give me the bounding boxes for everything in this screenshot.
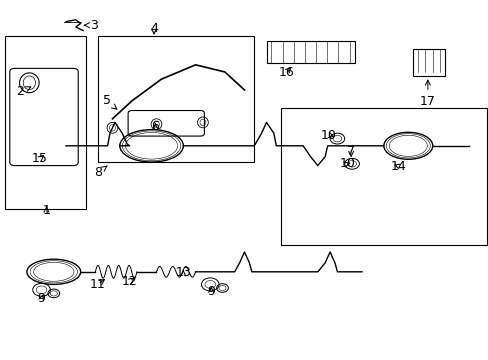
Bar — [281, 108, 486, 245]
Bar — [98, 36, 254, 162]
Text: 10: 10 — [320, 129, 336, 141]
Text: 9: 9 — [38, 292, 45, 305]
Text: 17: 17 — [419, 80, 435, 108]
Bar — [5, 36, 85, 209]
Text: 4: 4 — [150, 22, 158, 35]
Text: 5: 5 — [102, 94, 117, 109]
Text: 1: 1 — [42, 204, 50, 217]
Bar — [266, 41, 354, 63]
Text: 10: 10 — [339, 157, 354, 170]
Text: 8: 8 — [94, 166, 107, 179]
Text: 7: 7 — [346, 145, 354, 158]
Bar — [412, 49, 444, 76]
Text: 2: 2 — [17, 85, 31, 98]
Text: 14: 14 — [390, 160, 406, 173]
Text: 3: 3 — [84, 19, 98, 32]
Text: 13: 13 — [175, 266, 191, 279]
Text: 12: 12 — [122, 275, 137, 288]
Text: 6: 6 — [151, 120, 159, 133]
Text: 11: 11 — [90, 278, 105, 291]
Text: 16: 16 — [278, 66, 293, 79]
Text: 9: 9 — [207, 285, 215, 298]
Text: 15: 15 — [32, 152, 48, 165]
